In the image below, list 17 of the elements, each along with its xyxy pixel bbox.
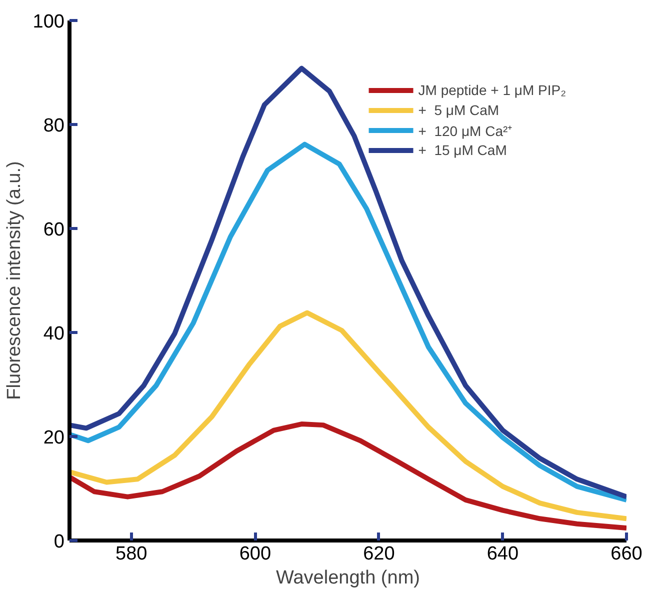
x-tick-label: 600 [239, 544, 272, 564]
x-tick-label: 580 [116, 544, 148, 564]
legend-label: + 15 μM CaM [418, 142, 507, 158]
y-tick-label: 100 [32, 12, 64, 32]
legend-label: + 5 μM CaM [418, 102, 500, 118]
legend-label: + 120 μM Ca²⁺ [418, 122, 513, 140]
y-tick-label: 60 [43, 220, 65, 240]
y-tick-label: 20 [43, 428, 65, 448]
y-tick-label: 0 [54, 532, 65, 552]
x-axis-title: Wavelength (nm) [276, 568, 420, 588]
x-tick-label: 640 [486, 544, 519, 564]
y-tick-label: 40 [43, 324, 65, 344]
x-tick-label: 620 [363, 544, 395, 564]
x-tick-label: 660 [610, 544, 642, 564]
legend-label: JM peptide + 1 μM PIP₂ [418, 82, 566, 98]
y-tick-label: 80 [43, 116, 65, 136]
y-axis-title: Fluorescence intensity (a.u.) [4, 161, 25, 400]
